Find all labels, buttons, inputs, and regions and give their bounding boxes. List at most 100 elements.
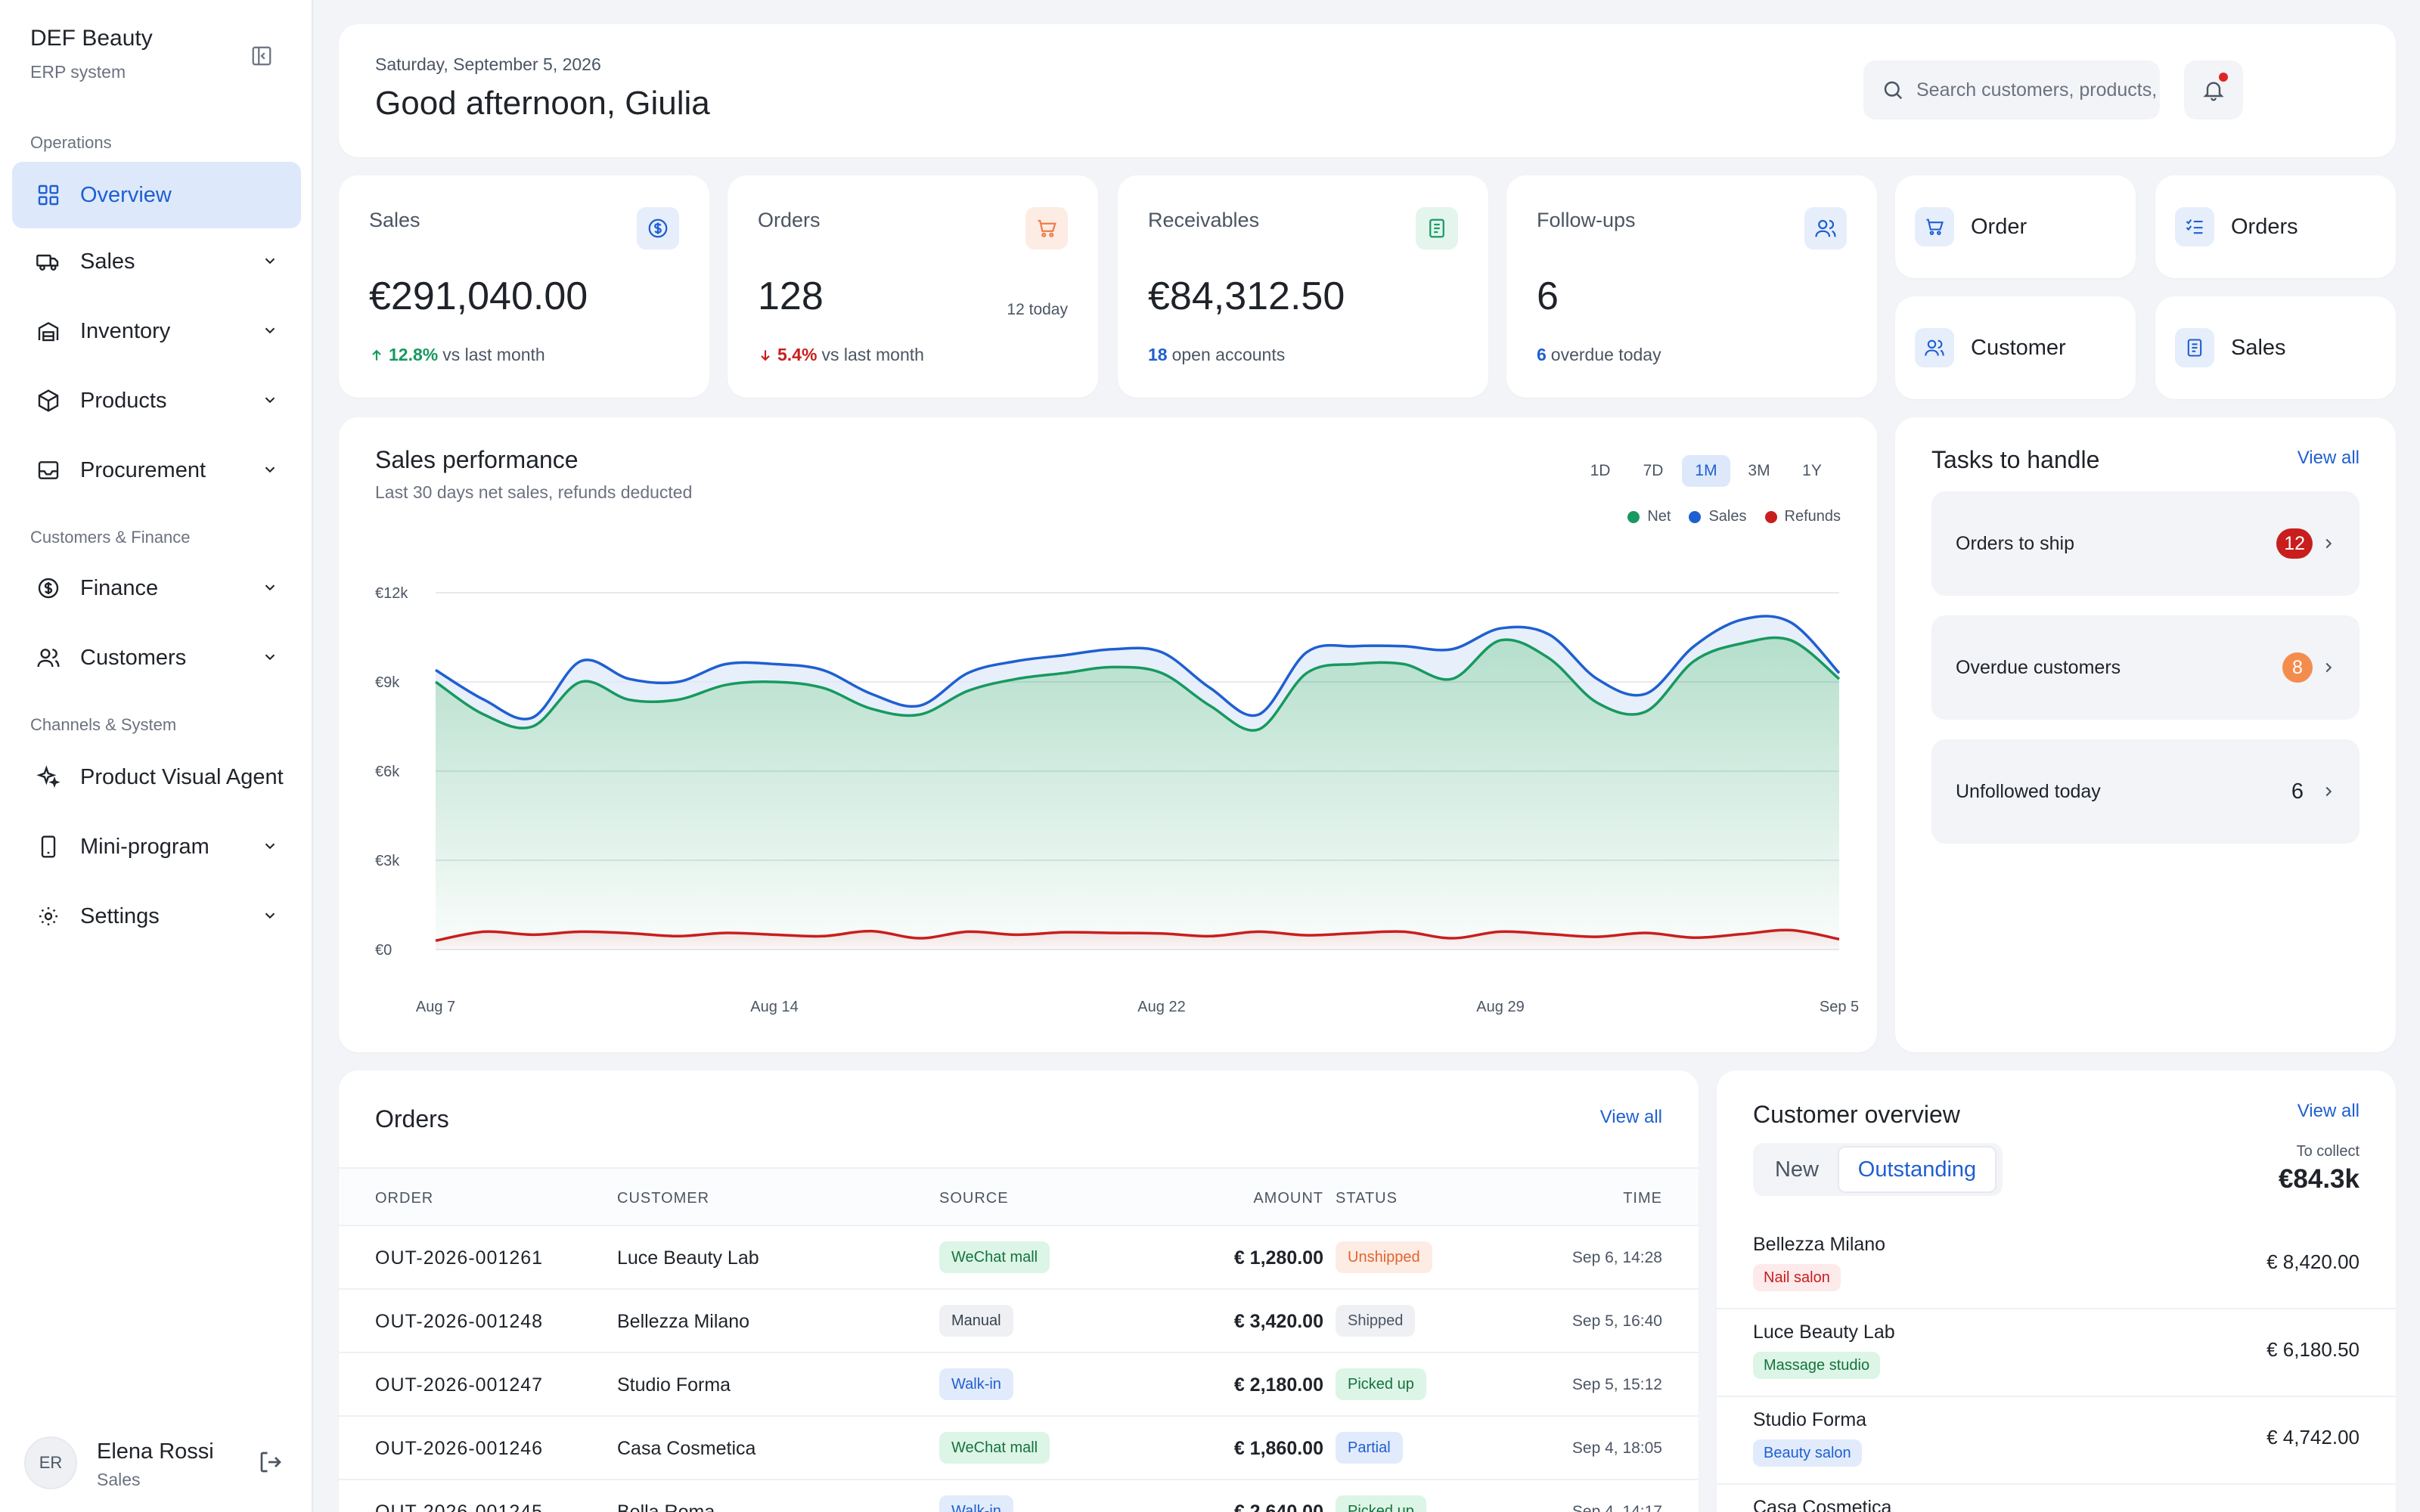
status-badge: Shipped [1336,1305,1416,1337]
kpi-foot: 5.4% vs last month [758,345,924,365]
arrow-up-icon [369,348,384,363]
kpi-badge [1416,207,1458,249]
status-badge: Partial [1336,1432,1403,1464]
chevron-down-icon [262,461,278,482]
task-count-badge: 8 [2282,652,2313,683]
sidebar-item-label: Customers [80,645,187,670]
collapse-sidebar-button[interactable] [247,41,277,71]
task-orders-to-ship[interactable]: Orders to ship 12 [1931,491,2360,596]
legend-net: Net [1627,508,1671,525]
bell-icon [2201,78,2226,102]
gear-icon [35,903,62,930]
list-item[interactable]: Casa Cosmetica [1717,1485,2396,1512]
legend-swatch [1764,510,1777,523]
sidebar-collapse-icon [250,45,273,67]
kpi-card-sales[interactable]: Sales €291,040.00 12.8% vs last month [339,175,709,398]
sidebar-item-finance[interactable]: Finance [12,555,301,621]
sales-performance-card: €0 €3k €6k €9k €12k Aug 7 Aug 14 Aug 22 Aug 29 Se… [339,417,1877,1052]
sidebar-item-procurement[interactable]: Procurement [12,437,301,503]
order-time: Sep 6, 14:28 [1571,1249,1662,1266]
kpi-card-orders[interactable]: Orders 128 12 today 5.4% vs last month [728,175,1098,398]
range-7d[interactable]: 7D [1643,462,1664,479]
task-unfollowed-today[interactable]: Unfollowed today 6 [1931,739,2360,844]
sidebar-item-sales[interactable]: Sales [12,228,301,295]
source-badge: Walk-in [939,1368,1013,1400]
tab-outstanding[interactable]: Outstanding [1838,1146,1996,1193]
quick-action-sales[interactable]: Sales [2155,296,2396,399]
table-row[interactable]: OUT-2026-001245 Bella Roma Walk-in € 2,6… [339,1480,1699,1512]
status-badge: Unshipped [1336,1241,1432,1273]
range-1y[interactable]: 1Y [1802,462,1822,479]
range-1m[interactable]: 1M [1682,455,1730,487]
sidebar-item-customers[interactable]: Customers [12,624,301,691]
customer-view-all-link[interactable]: View all [2297,1101,2360,1121]
chart-title: Sales performance [375,446,579,473]
kpi-count: 6 [1537,345,1547,364]
user-profile[interactable]: ER Elena Rossi Sales [24,1436,289,1497]
notifications-button[interactable] [2184,60,2243,119]
list-item[interactable]: Studio Forma Beauty salon € 4,742.00 [1717,1397,2396,1485]
to-collect-value: €84.3k [2278,1164,2360,1194]
chevron-down-icon [262,838,278,858]
sidebar-item-products[interactable]: Products [12,367,301,434]
quick-action-label: Customer [1971,335,2066,360]
range-3m[interactable]: 3M [1748,462,1770,479]
sidebar-item-label: Inventory [80,318,171,343]
quick-action-orders[interactable]: Orders [2155,175,2396,278]
refunds-line [435,928,1840,942]
search-box[interactable] [1863,60,2160,119]
range-1d[interactable]: 1D [1590,462,1611,479]
brand: DEF Beauty ERP system [30,26,153,82]
table-row[interactable]: OUT-2026-001248 Bellezza Milano Manual €… [339,1290,1699,1353]
table-row[interactable]: OUT-2026-001261 Luce Beauty Lab WeChat m… [339,1226,1699,1290]
header-card: Saturday, September 5, 2026 Good afterno… [339,24,2396,157]
kpi-title: Orders [758,209,821,231]
kpi-foot: 18 open accounts [1148,345,1285,365]
tasks-view-all-link[interactable]: View all [2297,448,2360,468]
quick-action-order[interactable]: Order [1895,175,2136,278]
table-row[interactable]: OUT-2026-001246 Casa Cosmetica WeChat ma… [339,1417,1699,1480]
orders-view-all-link[interactable]: View all [1599,1107,1662,1127]
kpi-change: 5.4% [777,345,818,364]
customer-amount: € 4,742.00 [2266,1426,2360,1448]
task-overdue-customers[interactable]: Overdue customers 8 [1931,615,2360,720]
kpi-card-receivables[interactable]: Receivables €84,312.50 18 open accounts [1118,175,1488,398]
inbox-icon [35,457,62,484]
x-tick-label: Aug 7 [416,999,455,1015]
quick-action-customer[interactable]: Customer [1895,296,2136,399]
cart-icon [1035,217,1058,240]
customer-type-tag: Nail salon [1753,1264,1841,1291]
status-badge: Picked up [1336,1368,1426,1400]
list-item[interactable]: Bellezza Milano Nail salon € 8,420.00 [1717,1222,2396,1309]
orders-title: Orders [375,1105,449,1132]
table-row[interactable]: OUT-2026-001247 Studio Forma Walk-in € 2… [339,1353,1699,1417]
sidebar-item-inventory[interactable]: Inventory [12,298,301,364]
coin-icon [35,575,62,602]
kpi-value: €84,312.50 [1148,274,1345,318]
sidebar-item-product-visual-agent[interactable]: Product Visual Agent [12,744,301,810]
order-amount: € 2,180.00 [1233,1374,1323,1396]
sidebar-item-mini-program[interactable]: Mini-program [12,813,301,880]
brand-subtitle: ERP system [30,62,126,82]
sales-line [435,615,1841,720]
sidebar-item-label: Mini-program [80,834,209,859]
brand-name: DEF Beauty [30,26,153,51]
customer-overview-card: Customer overview View all New Outstandi… [1717,1070,2396,1512]
document-icon [1426,217,1448,240]
checklist-icon [2175,207,2214,246]
x-tick-label: Aug 29 [1476,999,1524,1015]
logout-button[interactable] [257,1448,284,1476]
sidebar-item-settings[interactable]: Settings [12,883,301,950]
quick-action-label: Order [1971,214,2028,239]
chevron-down-icon [262,579,278,600]
list-item[interactable]: Luce Beauty Lab Massage studio € 6,180.5… [1717,1309,2396,1397]
page-title: Good afternoon, Giulia [375,85,710,122]
tab-new[interactable]: New [1774,1157,1819,1182]
sidebar-item-overview[interactable]: Overview [12,162,301,228]
search-input[interactable] [1916,79,2158,101]
task-label: Unfollowed today [1956,780,2101,802]
kpi-card-follow-ups[interactable]: Follow-ups 6 6 overdue today [1506,175,1877,398]
chevron-down-icon [262,322,278,342]
current-date: Saturday, September 5, 2026 [375,54,601,74]
user-name: Elena Rossi [97,1439,214,1464]
